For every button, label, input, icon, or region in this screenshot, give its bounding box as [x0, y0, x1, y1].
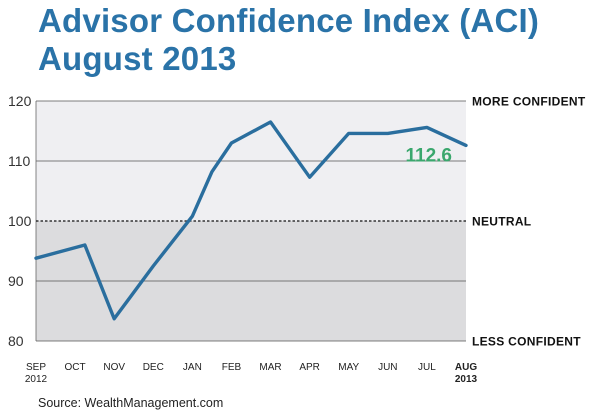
x-tick-label: AUG 2013	[455, 362, 478, 385]
x-tick-label: FEB	[222, 362, 242, 373]
chart-title-line1: Advisor Confidence Index (ACI)	[38, 2, 540, 39]
y-tick-label: 120	[8, 93, 32, 109]
chart-title: Advisor Confidence Index (ACI) August 20…	[38, 2, 539, 78]
source-note: Source: WealthManagement.com	[38, 396, 224, 410]
x-tick-label: MAY	[338, 362, 359, 373]
x-tick-label: NOV	[103, 362, 125, 373]
y-tick-label: 110	[8, 153, 31, 169]
x-tick-label: JUL	[418, 362, 436, 373]
y-tick-label: 80	[8, 333, 24, 349]
x-tick-label: MAR	[259, 362, 281, 373]
right-label: NEUTRAL	[472, 215, 531, 229]
y-tick-label: 90	[8, 273, 24, 289]
x-tick-label: OCT	[65, 362, 86, 373]
last-value-annotation: 112.6	[406, 145, 453, 166]
x-tick-label: DEC	[143, 362, 164, 373]
x-tick-label: JAN	[183, 362, 202, 373]
aci-series-line	[34, 120, 468, 321]
x-tick-label: JUN	[378, 362, 397, 373]
right-label: LESS CONFIDENT	[472, 335, 581, 349]
x-tick-label: SEP 2012	[25, 362, 48, 385]
x-tick-label: APR	[299, 362, 320, 373]
chart-title-line2: August 2013	[38, 40, 237, 77]
right-label: MORE CONFIDENT	[472, 95, 586, 109]
y-tick-label: 100	[8, 213, 32, 229]
